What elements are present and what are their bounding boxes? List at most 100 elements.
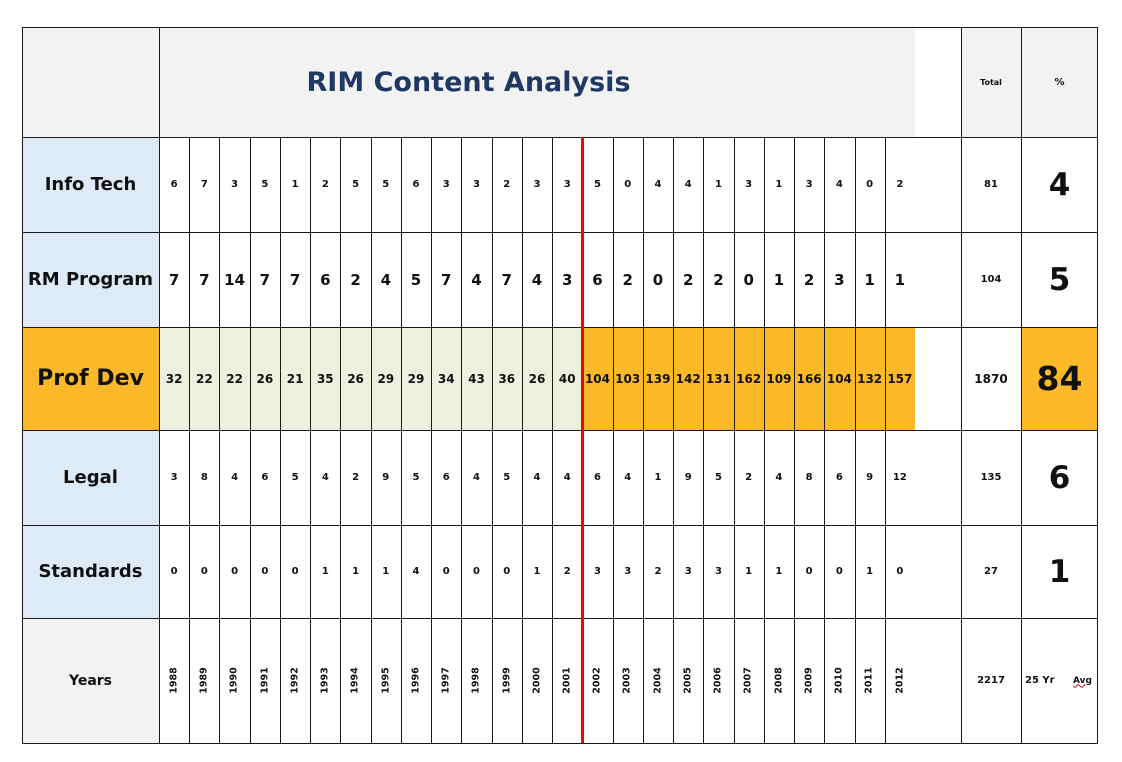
grid-line <box>492 137 493 743</box>
grid-line <box>643 137 644 743</box>
year-label-1999: 1999 <box>491 618 522 743</box>
grid-line <box>703 137 704 743</box>
grid-line <box>401 137 402 743</box>
value-cell-standards-2001: 2 <box>552 525 583 618</box>
value-cell-prof-dev-2000: 26 <box>521 327 553 430</box>
value-cell-standards-2009: 0 <box>794 525 825 618</box>
value-cell-info-tech-1996: 6 <box>400 137 432 232</box>
value-cell-standards-2010: 0 <box>824 525 855 618</box>
row-label-standards: Standards <box>22 525 159 618</box>
year-label-1989: 1989 <box>189 618 220 743</box>
grid-line <box>280 137 281 743</box>
percent-legal: 6 <box>1021 430 1098 525</box>
year-label-1997: 1997 <box>431 618 462 743</box>
year-label-2002: 2002 <box>582 618 613 743</box>
grid-line <box>22 618 1098 619</box>
grid-line <box>310 137 311 743</box>
value-cell-prof-dev-2011: 132 <box>854 327 885 430</box>
value-cell-prof-dev-1995: 29 <box>370 327 401 430</box>
value-cell-info-tech-2006: 1 <box>703 137 734 232</box>
year-label-2008: 2008 <box>763 618 795 743</box>
row-label-legal: Legal <box>22 430 159 525</box>
grid-line <box>1097 27 1098 744</box>
grid-line <box>824 137 825 743</box>
percent-prof-dev: 84 <box>1021 327 1098 430</box>
value-cell-standards-2011: 1 <box>854 525 885 618</box>
value-cell-prof-dev-1998: 43 <box>461 327 492 430</box>
grid-line <box>22 743 1098 744</box>
percent-info-tech: 4 <box>1021 137 1098 232</box>
value-cell-standards-1990: 0 <box>219 525 250 618</box>
value-cell-rm-program-2003: 2 <box>612 232 643 327</box>
grand-total: 2217 <box>961 618 1021 743</box>
grid-line <box>673 137 674 743</box>
value-cell-info-tech-1994: 5 <box>340 137 371 232</box>
value-cell-legal-1993: 4 <box>310 430 341 525</box>
grid-line <box>22 327 1098 328</box>
value-cell-legal-1990: 4 <box>219 430 250 525</box>
cutoff-line <box>581 137 584 743</box>
year-label-2007: 2007 <box>733 618 764 743</box>
grid-line <box>613 137 614 743</box>
year-label-1991: 1991 <box>249 618 280 743</box>
value-cell-info-tech-2009: 3 <box>794 137 825 232</box>
value-cell-standards-2012: 0 <box>884 525 915 618</box>
value-cell-info-tech-2011: 0 <box>854 137 885 232</box>
value-cell-standards-1992: 0 <box>279 525 311 618</box>
value-cell-prof-dev-2007: 162 <box>733 327 764 430</box>
value-cell-prof-dev-2001: 40 <box>552 327 583 430</box>
value-cell-prof-dev-2006: 131 <box>703 327 734 430</box>
value-cell-rm-program-1989: 7 <box>189 232 220 327</box>
year-label-2006: 2006 <box>703 618 734 743</box>
table-title: RIM Content Analysis <box>22 27 915 137</box>
value-cell-standards-1999: 0 <box>491 525 522 618</box>
value-cell-rm-program-1988: 7 <box>159 232 190 327</box>
year-label-1998: 1998 <box>461 618 492 743</box>
value-cell-info-tech-1989: 7 <box>189 137 220 232</box>
value-cell-prof-dev-1990: 22 <box>219 327 250 430</box>
total-prof-dev: 1870 <box>961 327 1021 430</box>
value-cell-standards-1991: 0 <box>249 525 280 618</box>
value-cell-info-tech-1999: 2 <box>491 137 522 232</box>
year-label-2003: 2003 <box>612 618 643 743</box>
value-cell-prof-dev-2004: 139 <box>642 327 674 430</box>
value-cell-rm-program-1991: 7 <box>249 232 280 327</box>
grid-line <box>22 27 23 744</box>
value-cell-info-tech-1992: 1 <box>279 137 311 232</box>
total-rm-program: 104 <box>961 232 1021 327</box>
year-label-2011: 2011 <box>854 618 885 743</box>
grid-line <box>431 137 432 743</box>
total-info-tech: 81 <box>961 137 1021 232</box>
value-cell-legal-2009: 8 <box>794 430 825 525</box>
value-cell-info-tech-1993: 2 <box>310 137 341 232</box>
value-cell-rm-program-2004: 0 <box>642 232 674 327</box>
year-label-1993: 1993 <box>310 618 341 743</box>
year-label-1990: 1990 <box>219 618 250 743</box>
row-label-rm-program: RM Program <box>22 232 159 327</box>
value-cell-info-tech-1991: 5 <box>249 137 280 232</box>
value-cell-prof-dev-1994: 26 <box>340 327 371 430</box>
value-cell-legal-2008: 4 <box>763 430 795 525</box>
year-label-2001: 2001 <box>552 618 583 743</box>
value-cell-rm-program-1993: 6 <box>310 232 341 327</box>
value-cell-prof-dev-1996: 29 <box>400 327 432 430</box>
value-cell-standards-1996: 4 <box>400 525 432 618</box>
value-cell-standards-2006: 3 <box>703 525 734 618</box>
value-cell-legal-1989: 8 <box>189 430 220 525</box>
value-cell-rm-program-2002: 6 <box>582 232 613 327</box>
value-cell-info-tech-2010: 4 <box>824 137 855 232</box>
row-label-prof-dev: Prof Dev <box>22 327 159 430</box>
value-cell-standards-1994: 1 <box>340 525 371 618</box>
value-cell-prof-dev-1993: 35 <box>310 327 341 430</box>
percent-rm-program: 5 <box>1021 232 1098 327</box>
value-cell-legal-2005: 9 <box>673 430 704 525</box>
grid-line <box>340 137 341 743</box>
value-cell-rm-program-1992: 7 <box>279 232 311 327</box>
value-cell-prof-dev-2012: 157 <box>884 327 915 430</box>
total-header: Total <box>961 27 1021 137</box>
grid-line <box>961 27 962 744</box>
value-cell-rm-program-2001: 3 <box>552 232 583 327</box>
value-cell-rm-program-1999: 7 <box>491 232 522 327</box>
value-cell-legal-2003: 4 <box>612 430 643 525</box>
value-cell-prof-dev-1989: 22 <box>189 327 220 430</box>
